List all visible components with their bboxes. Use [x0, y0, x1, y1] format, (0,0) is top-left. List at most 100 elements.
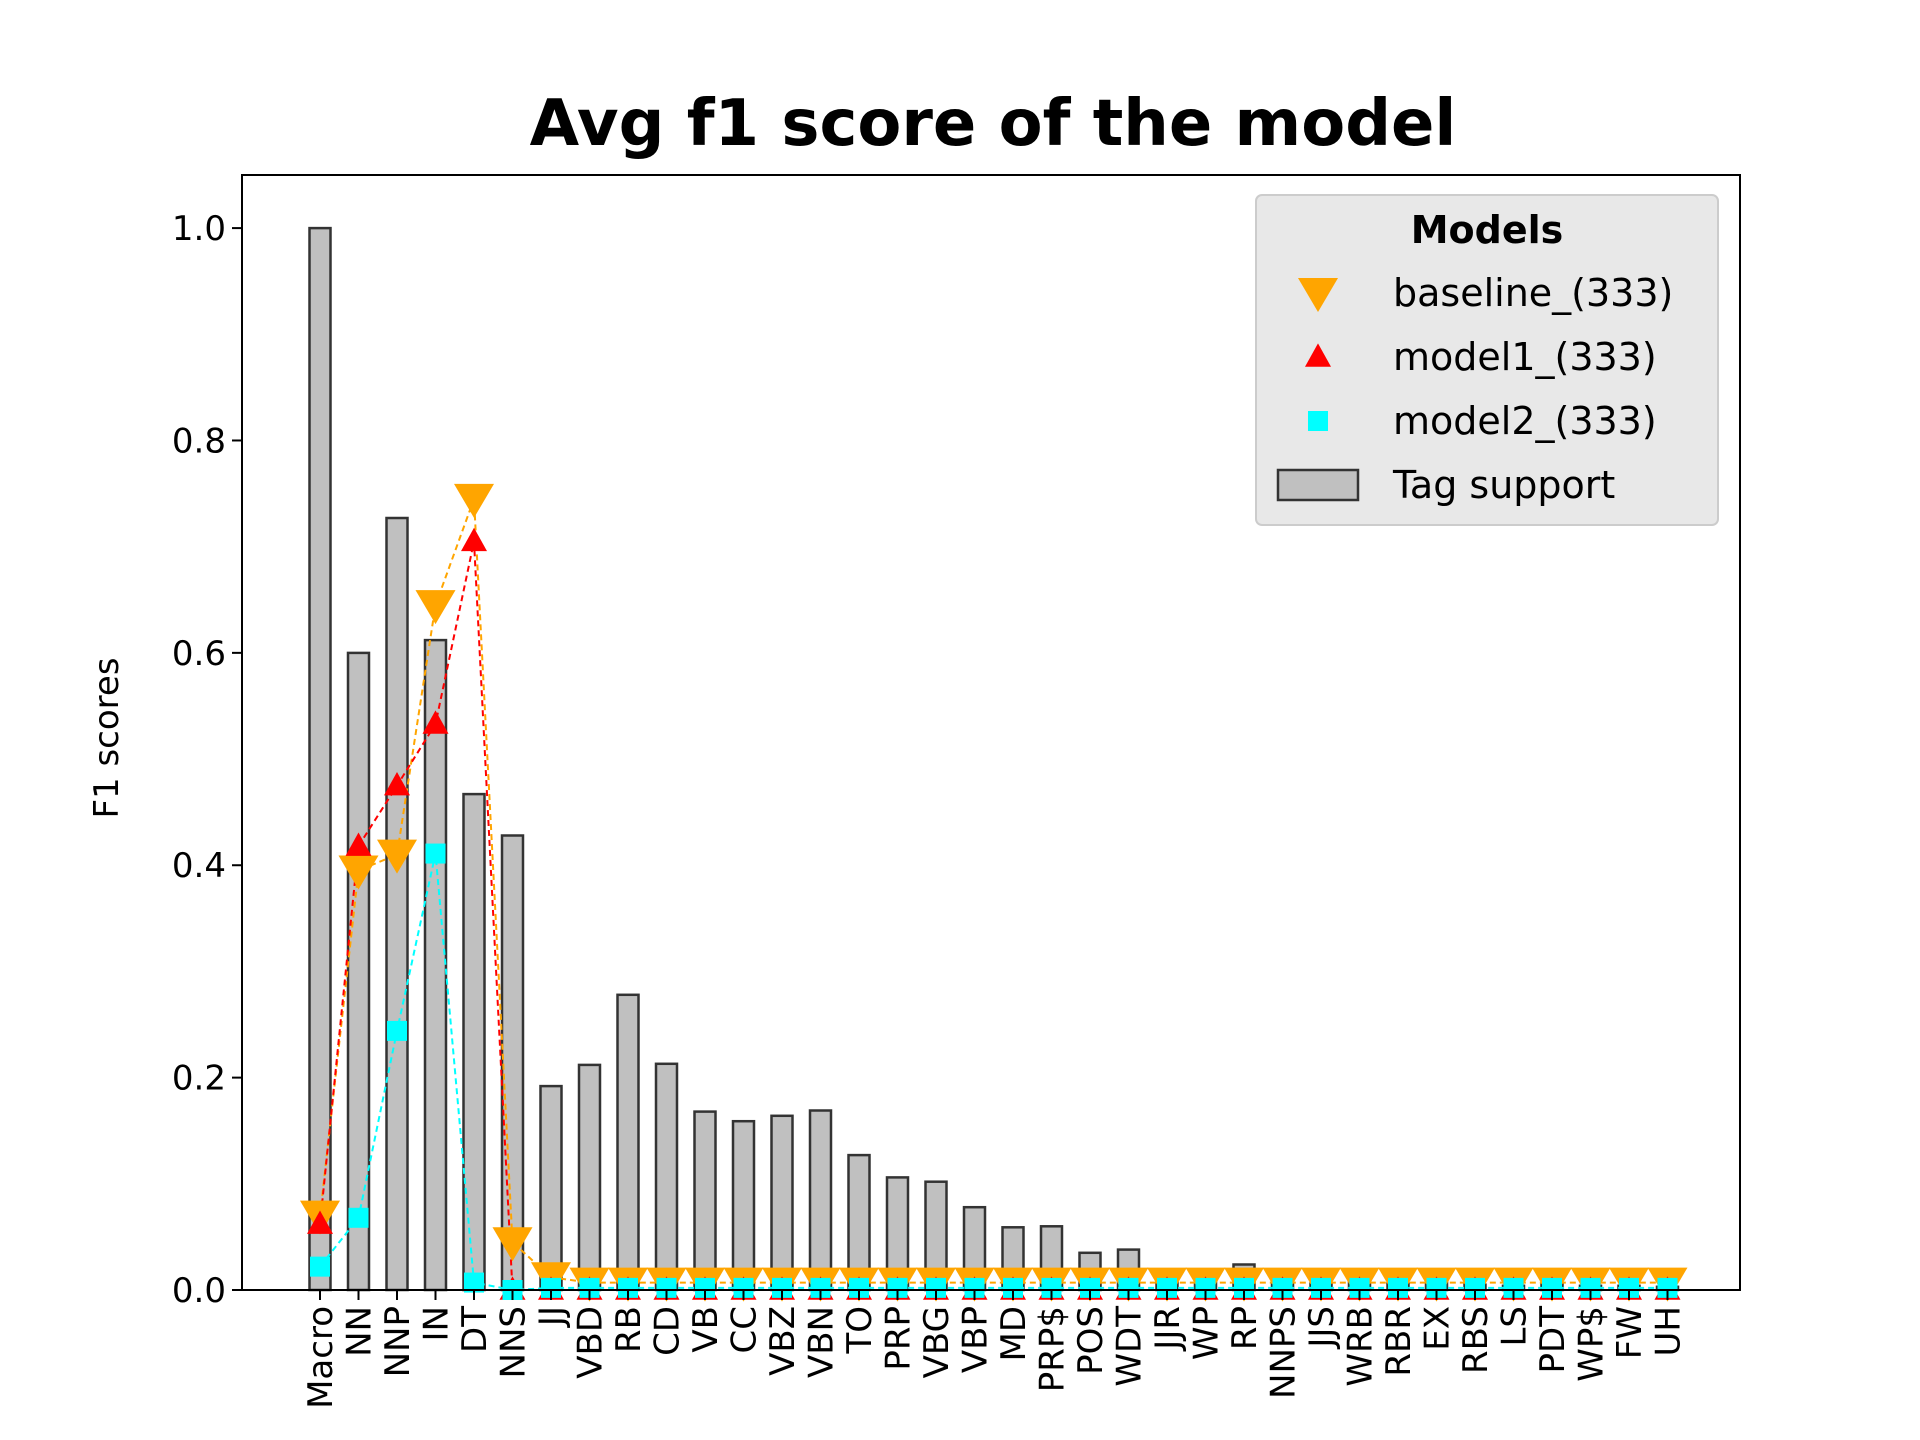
bar-nn — [346, 651, 371, 1292]
point-model2333-wrb — [1349, 1277, 1370, 1298]
point-model2333-cd — [656, 1277, 677, 1298]
x-tick-label-macro: Macro — [301, 1306, 341, 1409]
point-model2333-jjs — [1311, 1277, 1331, 1298]
legend-marker-model1333 — [1305, 343, 1331, 367]
point-model2333-cc — [733, 1277, 754, 1298]
point-model2333-md — [1003, 1277, 1023, 1298]
point-baseline333-nn — [338, 855, 379, 890]
point-model2333-prp — [1041, 1277, 1062, 1298]
x-tick-label-fw: FW — [1610, 1306, 1650, 1359]
x-tick-label-to: TO — [840, 1306, 880, 1355]
point-model2333-dt — [464, 1272, 484, 1293]
x-tick-label-pos: POS — [1071, 1306, 1111, 1375]
point-model2333-nnp — [387, 1020, 407, 1041]
x-tick-label-ls: LS — [1495, 1306, 1535, 1347]
x-tick-label-rp: RP — [1225, 1306, 1265, 1350]
bar-vbd — [577, 1063, 602, 1292]
point-model2333-to — [849, 1277, 869, 1298]
legend-label-baseline333: baseline_(333) — [1393, 271, 1673, 315]
x-tick-label-nns: NNS — [494, 1306, 534, 1378]
x-tick-label-wp: WP — [1187, 1306, 1227, 1360]
y-tick-label: 0.2 — [172, 1059, 226, 1099]
point-model2333-uh — [1657, 1277, 1678, 1298]
x-tick-label-rb: RB — [609, 1306, 649, 1353]
legend-marker-tag-support — [1276, 468, 1360, 502]
x-tick-label-pdt: PDT — [1533, 1306, 1573, 1374]
y-tick-label: 0.0 — [172, 1271, 226, 1311]
point-model2333-jj — [541, 1277, 561, 1298]
x-tick-label-wdt: WDT — [1110, 1306, 1150, 1387]
point-model2333-vbz — [772, 1277, 792, 1298]
bar-rb — [616, 993, 640, 1292]
point-model2333-nn — [348, 1207, 369, 1228]
point-model2333-prp — [887, 1277, 908, 1298]
legend-label-tag-support: Tag support — [1392, 463, 1615, 507]
x-tick-label-dt: DT — [455, 1306, 495, 1353]
bars-layer — [308, 226, 1680, 1292]
bar-cc — [731, 1119, 756, 1292]
x-tick-label-rbs: RBS — [1456, 1306, 1496, 1374]
point-model2333-wdt — [1118, 1277, 1139, 1298]
bar-jj — [539, 1084, 563, 1292]
bar-macro — [308, 226, 332, 1292]
x-tick-label-vbd: VBD — [571, 1306, 611, 1379]
legend-label-model1333: model1_(333) — [1393, 335, 1657, 379]
x-tick-label-wp: WP$ — [1572, 1306, 1612, 1382]
x-tick-label-cc: CC — [725, 1306, 765, 1353]
point-model2333-pdt — [1542, 1277, 1562, 1298]
legend-marker-model2333 — [1308, 411, 1328, 431]
series-markers-layer — [300, 483, 1688, 1302]
y-axis: 0.0 0.2 0.4 0.6 0.8 1.0 — [172, 209, 242, 1311]
point-model2333-in — [425, 843, 446, 864]
legend-title: Models — [1411, 208, 1564, 252]
bar-nns — [500, 834, 525, 1292]
point-model2333-ex — [1426, 1277, 1447, 1298]
legend-items: baseline_(333) model1_(333) model2_(333) Ta… — [1276, 271, 1673, 507]
point-baseline333-nnp — [377, 839, 417, 874]
x-tick-label-jjr: JJR — [1148, 1306, 1188, 1352]
x-tick-label-in: IN — [417, 1306, 457, 1341]
x-tick-label-vbn: VBN — [802, 1306, 842, 1378]
legend-label-model2333: model2_(333) — [1393, 399, 1657, 443]
legend-box — [1255, 194, 1719, 526]
point-baseline333-in — [415, 590, 456, 625]
x-tick-label-nn: NN — [340, 1306, 380, 1357]
point-model1333-in — [422, 710, 449, 734]
y-tick-label: 0.4 — [172, 846, 226, 886]
point-model2333-rbs — [1465, 1277, 1485, 1298]
point-model2333-vbn — [810, 1277, 831, 1298]
point-model2333-ls — [1503, 1277, 1524, 1298]
point-model1333-dt — [461, 527, 487, 552]
x-tick-label-uh: UH — [1649, 1306, 1689, 1356]
point-model2333-vbg — [926, 1277, 946, 1298]
bar-vbz — [770, 1114, 794, 1292]
bar-vb — [693, 1110, 717, 1292]
legend-marker-baseline333 — [1298, 278, 1338, 312]
bar-vbn — [808, 1109, 833, 1292]
point-model2333-wp — [1195, 1277, 1216, 1298]
point-model2333-macro — [310, 1256, 330, 1277]
x-tick-label-jjs: JJS — [1302, 1306, 1342, 1350]
x-tick-label-jj: JJ — [532, 1306, 572, 1328]
point-model2333-vbd — [579, 1277, 600, 1298]
y-axis-label: F1 scores — [87, 657, 127, 818]
bar-in — [423, 638, 448, 1292]
point-baseline333-dt — [454, 483, 494, 518]
point-baseline333-nns — [492, 1227, 533, 1262]
x-tick-label-vb: VB — [686, 1306, 726, 1353]
chart-title: Avg f1 score of the model — [530, 87, 1457, 161]
x-tick-label-prp: PRP$ — [1033, 1306, 1073, 1392]
point-model1333-nn — [345, 832, 372, 856]
point-model2333-rbr — [1388, 1277, 1408, 1298]
point-model2333-jjr — [1157, 1277, 1177, 1298]
point-model2333-pos — [1080, 1277, 1100, 1298]
plot-area-frame — [241, 174, 1741, 1291]
x-tick-label-nnp: NNP — [378, 1306, 418, 1377]
x-tick-label-rbr: RBR — [1379, 1306, 1419, 1377]
y-tick-label: 0.8 — [172, 421, 226, 461]
y-tick-label: 1.0 — [172, 209, 226, 249]
point-model2333-wp — [1580, 1277, 1601, 1298]
point-model2333-rb — [618, 1277, 638, 1298]
x-tick-label-vbz: VBZ — [763, 1306, 803, 1376]
